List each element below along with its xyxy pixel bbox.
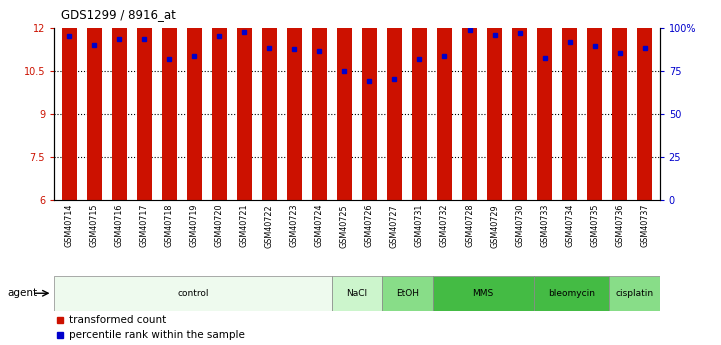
- Text: GSM40722: GSM40722: [265, 204, 274, 247]
- Bar: [387, 9, 402, 200]
- Bar: [534, 276, 609, 310]
- Text: GDS1299 / 8916_at: GDS1299 / 8916_at: [61, 8, 176, 21]
- Bar: [137, 0, 151, 200]
- Bar: [262, 0, 277, 200]
- Text: GSM40733: GSM40733: [540, 204, 549, 247]
- Bar: [382, 276, 433, 310]
- Bar: [537, 0, 552, 200]
- Bar: [87, 0, 102, 200]
- Bar: [462, 0, 477, 200]
- Bar: [212, 0, 227, 200]
- Text: MMS: MMS: [472, 289, 494, 298]
- Text: control: control: [177, 289, 208, 298]
- Bar: [487, 0, 502, 200]
- Text: transformed count: transformed count: [69, 315, 167, 325]
- Bar: [612, 0, 627, 200]
- Text: GSM40723: GSM40723: [290, 204, 298, 247]
- Text: GSM40720: GSM40720: [215, 204, 224, 247]
- Text: cisplatin: cisplatin: [616, 289, 653, 298]
- Bar: [312, 0, 327, 200]
- Text: NaCl: NaCl: [346, 289, 368, 298]
- Bar: [162, 0, 177, 200]
- Text: GSM40726: GSM40726: [365, 204, 374, 247]
- Text: EtOH: EtOH: [396, 289, 419, 298]
- Text: GSM40728: GSM40728: [465, 204, 474, 247]
- Text: GSM40725: GSM40725: [340, 204, 349, 247]
- Bar: [412, 0, 427, 200]
- Text: GSM40737: GSM40737: [640, 204, 649, 247]
- Bar: [332, 276, 382, 310]
- Bar: [287, 0, 302, 200]
- Text: GSM40735: GSM40735: [590, 204, 599, 247]
- Text: GSM40736: GSM40736: [615, 204, 624, 247]
- Text: GSM40719: GSM40719: [190, 204, 199, 247]
- Text: bleomycin: bleomycin: [548, 289, 595, 298]
- Text: GSM40715: GSM40715: [89, 204, 99, 247]
- Bar: [637, 0, 653, 200]
- Text: GSM40721: GSM40721: [240, 204, 249, 247]
- Bar: [609, 276, 660, 310]
- Bar: [587, 0, 602, 200]
- Text: percentile rank within the sample: percentile rank within the sample: [69, 331, 245, 340]
- Text: GSM40716: GSM40716: [115, 204, 123, 247]
- Text: GSM40714: GSM40714: [65, 204, 74, 247]
- Bar: [512, 0, 527, 200]
- Bar: [187, 0, 202, 200]
- Bar: [437, 0, 452, 200]
- Text: agent: agent: [7, 288, 37, 298]
- Text: GSM40724: GSM40724: [315, 204, 324, 247]
- Bar: [236, 0, 252, 200]
- Bar: [562, 0, 577, 200]
- Text: GSM40727: GSM40727: [390, 204, 399, 247]
- Text: GSM40732: GSM40732: [440, 204, 449, 247]
- Text: GSM40729: GSM40729: [490, 204, 499, 247]
- Bar: [362, 18, 377, 200]
- Bar: [112, 0, 127, 200]
- Bar: [61, 0, 76, 200]
- Bar: [54, 276, 332, 310]
- Bar: [337, 8, 352, 200]
- Text: GSM40734: GSM40734: [565, 204, 574, 247]
- Text: GSM40717: GSM40717: [140, 204, 149, 247]
- Text: GSM40718: GSM40718: [164, 204, 174, 247]
- Text: GSM40730: GSM40730: [515, 204, 524, 247]
- Bar: [433, 276, 534, 310]
- Text: GSM40731: GSM40731: [415, 204, 424, 247]
